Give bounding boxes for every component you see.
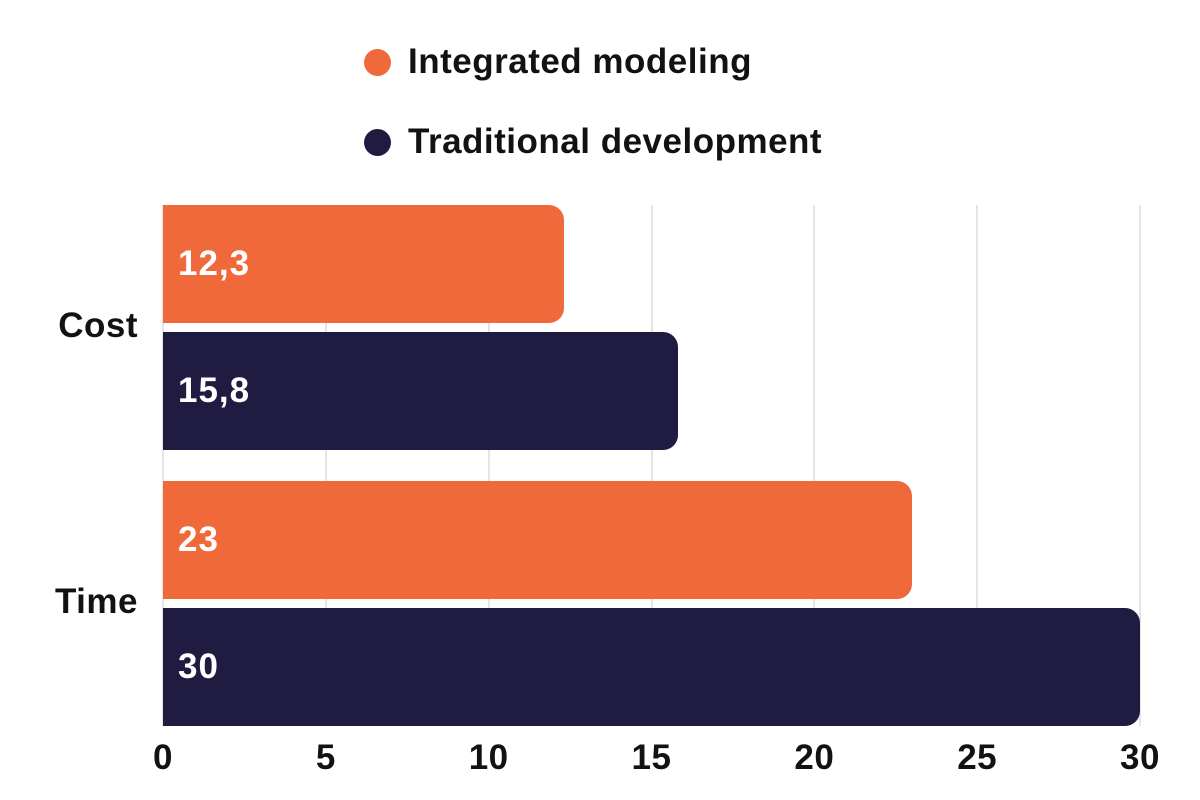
gridline-x-15: [650, 205, 653, 726]
x-tick-label-10: 10: [468, 738, 509, 777]
bar-time-traditional-development: 30: [163, 608, 1140, 726]
x-tick-label-5: 5: [315, 738, 336, 777]
bar-time-integrated-modeling: 23: [163, 481, 913, 599]
x-tick-label-25: 25: [957, 738, 998, 777]
gridline-x-5: [324, 205, 327, 726]
gridline-x-0: [162, 205, 164, 726]
bar-cost-traditional-development: 15,8: [163, 332, 678, 450]
bar-value-label: 23: [178, 520, 219, 559]
legend: Integrated modeling Traditional developm…: [364, 42, 822, 162]
x-tick-label-30: 30: [1120, 738, 1160, 777]
legend-swatch-navy-icon: [364, 128, 391, 156]
x-tick-label-20: 20: [794, 738, 835, 777]
legend-item-integrated-modeling: Integrated modeling: [364, 42, 822, 82]
x-tick-label-0: 0: [153, 738, 173, 777]
bar-value-label: 12,3: [178, 244, 251, 283]
bar-value-label: 15,8: [178, 371, 251, 410]
legend-label-traditional-development: Traditional development: [408, 122, 823, 161]
legend-item-traditional-development: Traditional development: [364, 122, 822, 162]
x-tick-label-15: 15: [631, 738, 672, 777]
bar-value-label: 30: [178, 647, 219, 686]
category-label-time: Time: [54, 581, 138, 621]
gridline-x-30: [1139, 205, 1141, 726]
bar-cost-integrated-modeling: 12,3: [163, 205, 564, 323]
category-label-cost: Cost: [58, 305, 138, 345]
legend-swatch-orange-icon: [364, 48, 391, 76]
plot-area: 12,3 15,8 23 30: [162, 205, 1141, 726]
legend-label-integrated-modeling: Integrated modeling: [408, 42, 752, 81]
gridline-x-10: [487, 205, 490, 726]
gridline-x-20: [813, 205, 816, 726]
gridline-x-25: [976, 205, 979, 726]
